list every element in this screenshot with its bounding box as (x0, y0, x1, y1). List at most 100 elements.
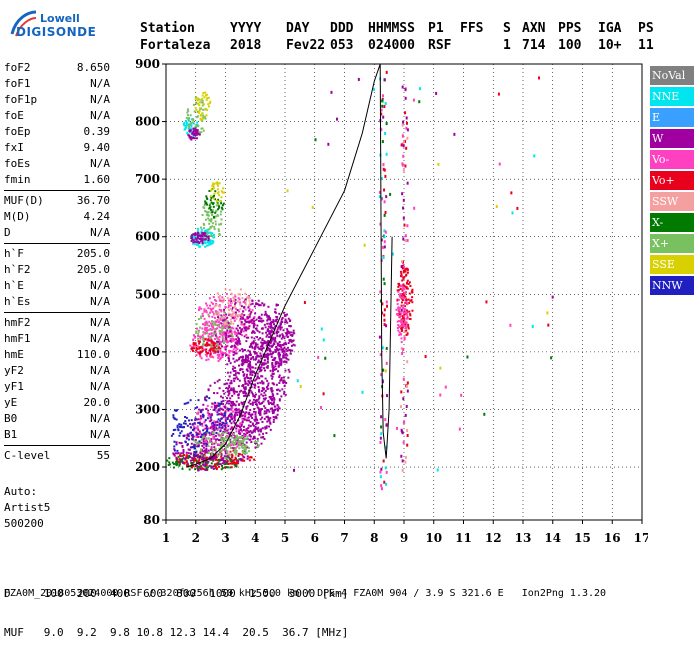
echo-point (213, 442, 216, 445)
echo-point (213, 316, 216, 319)
echo-point (250, 345, 253, 348)
echo-point (401, 293, 404, 296)
echo-point (201, 119, 204, 122)
echo-point (212, 184, 215, 187)
echo-point (201, 433, 204, 436)
echo-point (193, 429, 196, 432)
echo-point (248, 456, 251, 459)
echo-point (227, 456, 230, 459)
echo-point (205, 355, 208, 358)
echo-point (229, 446, 232, 449)
echo-point (401, 267, 404, 270)
echo-point (220, 357, 223, 360)
echo-point (209, 416, 212, 419)
echo-point (218, 318, 221, 321)
echo-point (200, 315, 203, 318)
echo-point (250, 431, 253, 434)
echo-point (204, 332, 207, 335)
echo-point (265, 412, 268, 415)
echo-point (200, 422, 203, 425)
echo-point (227, 335, 230, 338)
echo-point (208, 427, 211, 430)
echo-point (221, 315, 224, 318)
echo-point (411, 291, 414, 294)
echo-point (277, 331, 280, 334)
y-tick-label: 200 (136, 460, 160, 474)
echo-point (230, 422, 233, 425)
echo-point (229, 408, 232, 411)
echo-point (195, 349, 198, 352)
echo-point (193, 110, 196, 113)
echo-point (275, 303, 278, 306)
echo-point (201, 237, 204, 240)
echo-point (229, 318, 232, 321)
echo-point (240, 334, 243, 337)
echo-point (210, 446, 213, 449)
echo-point (213, 322, 216, 325)
echo-point (221, 355, 224, 358)
echo-point (212, 453, 215, 456)
echo-point (284, 369, 287, 372)
echo-point (234, 411, 237, 414)
echo-point (400, 327, 403, 330)
echo-point (202, 222, 205, 225)
echo-point (186, 454, 189, 457)
echo-point (248, 447, 251, 450)
echo-point (238, 412, 241, 415)
echo-point (211, 209, 214, 212)
echo-point (201, 334, 204, 337)
echo-point (191, 438, 194, 441)
echo-point (195, 327, 198, 330)
echo-point (218, 463, 221, 466)
echo-point (214, 223, 217, 226)
echo-point (397, 329, 400, 332)
echo-point (404, 111, 407, 115)
echo-point (197, 412, 200, 415)
echo-point (211, 320, 214, 323)
echo-point (207, 335, 210, 338)
echo-point (276, 328, 279, 331)
echo-point (197, 334, 200, 337)
header-labels-0: Station (140, 21, 195, 36)
echo-point (256, 336, 259, 339)
echo-point (283, 350, 286, 353)
echo-point (229, 330, 232, 333)
echo-point (247, 384, 250, 387)
echo-point (272, 319, 275, 322)
echo-point (233, 317, 236, 320)
echo-point (400, 390, 403, 394)
echo-point (214, 453, 217, 456)
echo-point (224, 461, 227, 464)
echo-point (272, 321, 275, 324)
echo-point (245, 321, 248, 324)
echo-point (252, 410, 255, 413)
echo-point (182, 461, 185, 464)
echo-point (268, 353, 271, 356)
echo-point (196, 227, 199, 230)
echo-point (182, 434, 185, 437)
echo-point (246, 416, 249, 419)
echo-point (212, 456, 215, 459)
echo-point (277, 405, 280, 408)
echo-point (208, 231, 211, 234)
echo-point (409, 299, 412, 302)
echo-point (383, 188, 386, 192)
echo-point (400, 454, 403, 458)
echo-point (219, 428, 222, 431)
echo-point (222, 408, 225, 411)
echo-point (238, 372, 241, 375)
echo-point (271, 382, 274, 385)
echo-point (243, 450, 246, 453)
echo-point (271, 330, 274, 333)
echo-point (202, 331, 205, 334)
echo-point (199, 238, 202, 241)
echo-point (406, 313, 409, 316)
echo-point (254, 367, 257, 370)
echo-point (406, 302, 409, 305)
echo-point (245, 375, 248, 378)
echo-point (256, 444, 259, 447)
echo-point (248, 459, 251, 462)
echo-point (198, 104, 201, 107)
echo-point (222, 298, 225, 301)
echo-point (198, 422, 201, 425)
